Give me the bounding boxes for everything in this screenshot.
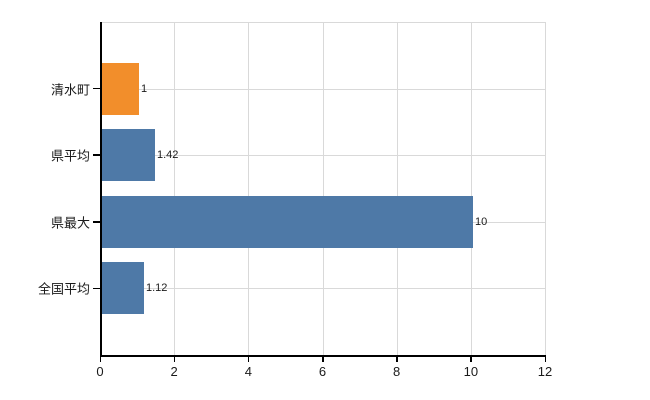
category-label: 全国平均 bbox=[37, 281, 90, 297]
category-label: 県最大 bbox=[50, 215, 90, 231]
bar-value-label: 1.42 bbox=[157, 149, 179, 162]
bar-value-label: 1.12 bbox=[146, 282, 168, 295]
x-axis-tick bbox=[99, 355, 101, 362]
y-axis-tick bbox=[93, 287, 100, 290]
x-axis-tick bbox=[396, 355, 398, 362]
y-axis-tick bbox=[93, 87, 100, 90]
x-axis-line bbox=[100, 355, 545, 357]
x-tick-label: 0 bbox=[96, 364, 104, 379]
gridline-vertical bbox=[396, 22, 398, 355]
y-axis-tick bbox=[93, 154, 100, 156]
y-axis-line bbox=[100, 22, 102, 357]
plot-border-right bbox=[545, 22, 546, 355]
x-tick-label: 10 bbox=[463, 364, 479, 379]
x-tick-label: 8 bbox=[393, 364, 401, 379]
x-tick-label: 6 bbox=[318, 364, 327, 379]
gridline-vertical bbox=[174, 22, 176, 355]
category-label: 清水町 bbox=[50, 82, 90, 98]
bar-value-label: 10 bbox=[475, 215, 488, 228]
x-axis-tick bbox=[173, 355, 176, 362]
x-axis-tick bbox=[470, 355, 472, 362]
x-axis-tick bbox=[322, 355, 324, 362]
bar bbox=[101, 262, 144, 314]
bar bbox=[101, 196, 473, 248]
x-tick-label: 12 bbox=[537, 364, 553, 379]
gridline-horizontal bbox=[100, 288, 545, 289]
gridline-vertical bbox=[322, 22, 324, 355]
bar bbox=[101, 129, 155, 181]
gridline-horizontal bbox=[100, 155, 545, 156]
category-label: 県平均 bbox=[50, 148, 90, 164]
x-tick-label: 2 bbox=[170, 364, 178, 379]
x-tick-label: 4 bbox=[244, 364, 252, 379]
y-axis-tick bbox=[93, 221, 100, 223]
x-axis-tick bbox=[247, 355, 250, 362]
gridline-horizontal bbox=[100, 89, 545, 90]
x-axis-tick bbox=[544, 355, 546, 362]
gridline-vertical bbox=[248, 22, 250, 355]
bar bbox=[101, 63, 139, 115]
gridline-vertical bbox=[470, 22, 472, 355]
bar-value-label: 1 bbox=[141, 82, 148, 95]
